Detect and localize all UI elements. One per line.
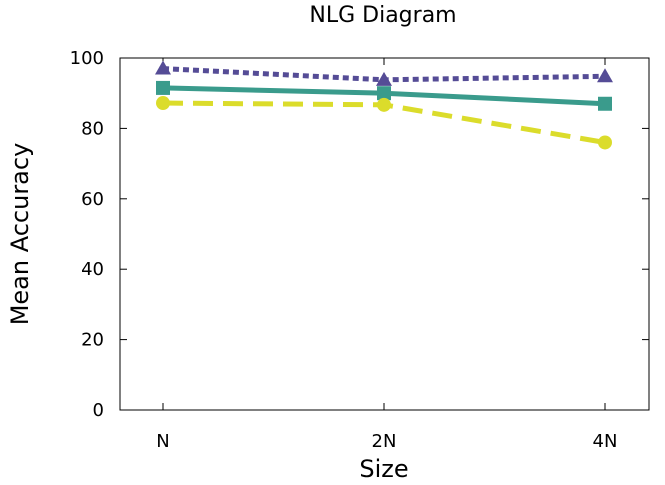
chart-title: NLG Diagram	[309, 3, 456, 28]
data-point-1-2	[598, 96, 612, 111]
y-tick-label: 80	[81, 118, 104, 139]
data-point-1-1	[377, 86, 391, 101]
y-tick-label: 60	[81, 189, 104, 210]
y-axis: 0 20 40 60 80 100	[70, 48, 649, 421]
data-point-0-0	[155, 60, 171, 75]
data-point-2-2	[598, 135, 612, 150]
x-tick-label: N	[156, 431, 169, 452]
data-point-2-0	[156, 96, 170, 111]
x-axis: N 2N 4N	[156, 58, 617, 452]
y-axis-label: Mean Accuracy	[6, 143, 34, 326]
data-point-2-1	[377, 97, 391, 112]
y-tick-label: 100	[70, 48, 104, 69]
series-group	[155, 60, 613, 150]
y-tick-label: 0	[93, 400, 104, 421]
x-axis-label: Size	[359, 455, 408, 483]
data-point-0-1	[376, 71, 392, 86]
y-tick-label: 20	[81, 330, 104, 351]
x-tick-label: 2N	[372, 431, 397, 452]
y-tick-label: 40	[81, 259, 104, 280]
data-point-1-0	[156, 80, 170, 95]
data-point-0-2	[597, 68, 613, 83]
x-tick-label: 4N	[593, 431, 618, 452]
